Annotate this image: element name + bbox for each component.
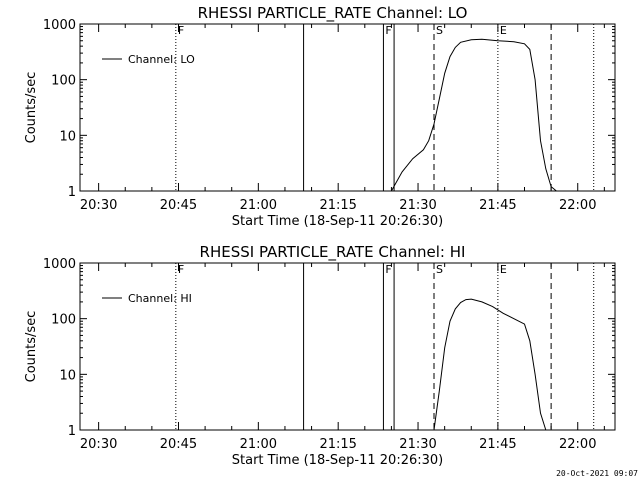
x-tick-label: 21:15 (319, 437, 356, 452)
chart-title: RHESSI PARTICLE_RATE Channel: HI (200, 243, 466, 262)
event-marker-label: F (178, 24, 184, 37)
x-axis-label: Start Time (18-Sep-11 20:26:30) (232, 453, 443, 468)
x-tick-label: 21:15 (319, 198, 356, 213)
plot-frame (79, 23, 616, 192)
legend-label: Channel: LO (128, 53, 195, 66)
event-marker-label: S (436, 263, 443, 276)
event-marker-label: S (436, 24, 443, 37)
series-line (390, 38, 557, 192)
y-axis-label: Counts/sec (24, 311, 39, 383)
event-marker-label: F (385, 24, 391, 37)
y-tick-label: 10 (59, 368, 76, 383)
event-marker-label: F (385, 263, 391, 276)
x-tick-label: 22:00 (559, 198, 596, 213)
event-marker-label: F (178, 263, 184, 276)
x-tick-label: 22:00 (559, 437, 596, 452)
y-tick-label: 100 (51, 74, 76, 89)
x-tick-label: 21:30 (399, 437, 436, 452)
y-tick-label: 1000 (43, 257, 76, 272)
legend-label: Channel: HI (128, 292, 192, 305)
timestamp-stamp: 20-Oct-2021 09:07 (556, 469, 638, 478)
x-tick-label: 20:30 (80, 198, 117, 213)
x-tick-label: 21:45 (479, 437, 516, 452)
x-axis-label: Start Time (18-Sep-11 20:26:30) (232, 214, 443, 229)
y-tick-label: 100 (51, 313, 76, 328)
x-tick-label: 20:45 (160, 198, 197, 213)
x-tick-label: 21:45 (479, 198, 516, 213)
event-marker-label: E (500, 263, 507, 276)
x-tick-label: 20:30 (80, 437, 117, 452)
y-tick-label: 10 (59, 129, 76, 144)
plot-frame (79, 262, 616, 431)
y-axis-label: Counts/sec (24, 72, 39, 144)
y-tick-label: 1000 (43, 18, 76, 33)
series-line (433, 298, 547, 431)
x-tick-label: 21:00 (240, 437, 277, 452)
event-marker-label: E (500, 24, 507, 37)
chart-title: RHESSI PARTICLE_RATE Channel: LO (198, 4, 468, 23)
x-tick-label: 21:30 (399, 198, 436, 213)
y-tick-label: 1 (68, 424, 76, 439)
x-tick-label: 21:00 (240, 198, 277, 213)
x-tick-label: 20:45 (160, 437, 197, 452)
y-tick-label: 1 (68, 185, 76, 200)
